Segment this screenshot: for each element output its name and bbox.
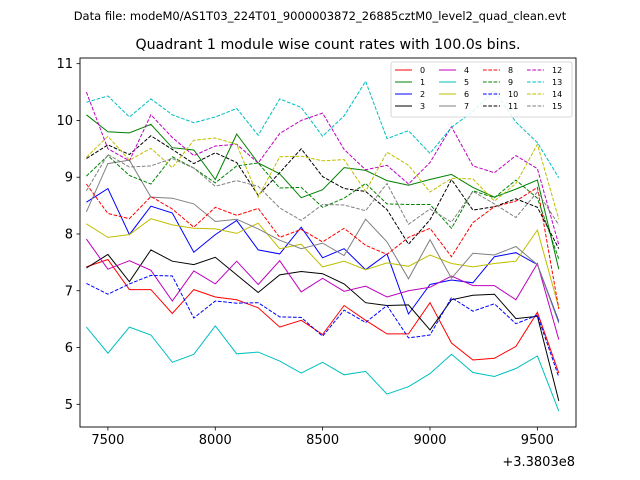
x-offset-label: +3.3803e8 (502, 455, 575, 470)
x-tick-label: 9000 (413, 433, 446, 448)
series-line-3 (86, 249, 560, 402)
x-tick-label: 7500 (91, 433, 124, 448)
legend-label-15: 15 (552, 102, 562, 111)
figure-suptitle: Data file: modeM0/AS1T03_224T01_90000038… (74, 9, 567, 23)
legend-label-10: 10 (508, 90, 518, 99)
x-tick-label: 9500 (521, 433, 554, 448)
legend-label-1: 1 (420, 78, 425, 87)
series-line-11 (86, 135, 560, 249)
legend-label-11: 11 (508, 102, 518, 111)
series-line-7 (85, 159, 560, 324)
legend-label-14: 14 (552, 90, 562, 99)
plot-area (85, 80, 560, 412)
series-line-15 (85, 153, 560, 226)
series-line-4 (85, 238, 560, 340)
series-line-8 (85, 183, 560, 309)
axes-frame (79, 57, 577, 428)
series-line-5 (86, 325, 560, 412)
legend-label-4: 4 (464, 66, 469, 75)
chart-title: Quadrant 1 module wise count rates with … (135, 37, 520, 53)
legend-label-0: 0 (420, 66, 425, 75)
legend-label-13: 13 (552, 78, 562, 87)
y-tick-label: 7 (65, 284, 73, 299)
legend-label-6: 6 (464, 90, 469, 99)
series-line-14 (86, 135, 560, 220)
y-tick-label: 8 (65, 227, 73, 242)
legend-label-8: 8 (508, 66, 513, 75)
y-tick-label: 10 (56, 114, 73, 129)
y-tick-label: 5 (65, 398, 73, 413)
series-line-10 (86, 274, 560, 378)
series-line-2 (86, 187, 560, 322)
legend-label-7: 7 (464, 102, 469, 111)
legend-frame (390, 61, 573, 118)
series-line-0 (86, 258, 560, 374)
x-tick-label: 8000 (199, 433, 232, 448)
series-line-6 (86, 218, 560, 308)
series-line-1 (86, 114, 560, 270)
x-tick-label: 8500 (306, 433, 339, 448)
legend-label-2: 2 (420, 90, 425, 99)
legend-label-5: 5 (464, 78, 469, 87)
series-line-9 (86, 154, 560, 260)
legend-label-9: 9 (508, 78, 513, 87)
y-tick-label: 9 (65, 171, 73, 186)
legend-label-12: 12 (552, 66, 562, 75)
series-line-12 (85, 91, 560, 245)
y-tick-label: 11 (56, 57, 73, 72)
y-tick-label: 6 (65, 341, 73, 356)
legend-label-3: 3 (420, 102, 425, 111)
